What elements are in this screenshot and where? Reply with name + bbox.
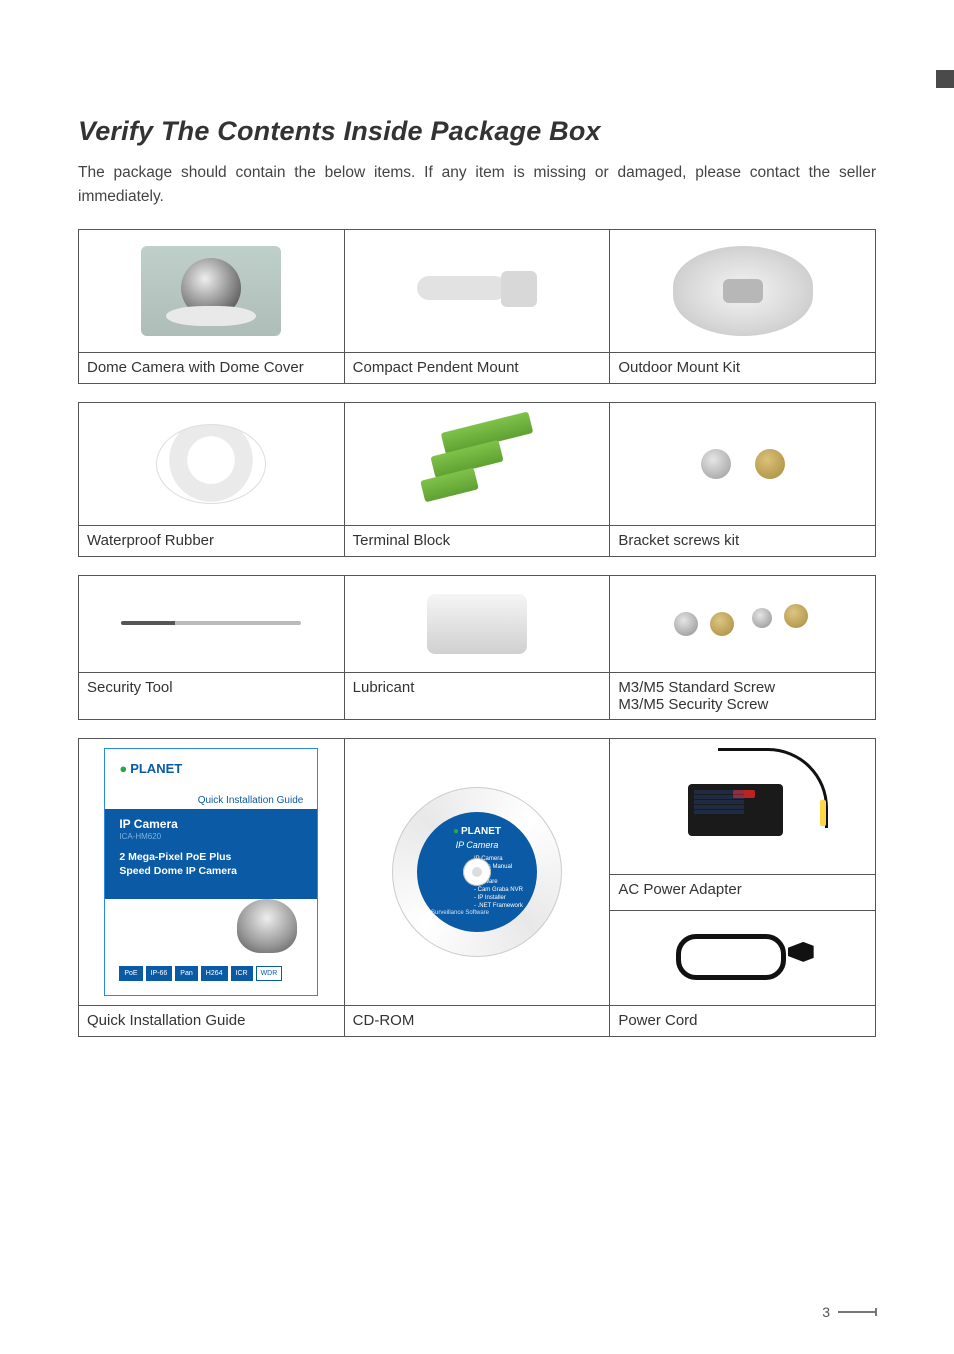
cd-heading: IP Camera xyxy=(456,840,499,850)
badge: ICR xyxy=(231,966,253,981)
intro-paragraph: The package should contain the below ite… xyxy=(78,161,876,209)
contents-row-4: PLANET Quick Installation Guide IP Camer… xyxy=(78,738,876,1037)
contents-row-2: Waterproof Rubber Terminal Block Bracket… xyxy=(78,402,876,557)
image-security-tool xyxy=(79,576,344,672)
corner-decoration xyxy=(936,70,954,88)
badge: Pan xyxy=(175,966,197,981)
dome-camera-icon xyxy=(141,246,281,336)
pendent-mount-icon xyxy=(397,246,557,336)
image-terminal-block xyxy=(345,403,610,525)
badge: PoE xyxy=(119,966,142,981)
bracket-screws-icon xyxy=(683,434,803,494)
badge: WDR xyxy=(256,966,283,981)
label-waterproof-rubber: Waterproof Rubber xyxy=(79,526,344,556)
ac-adapter-icon xyxy=(658,748,828,848)
page-footer: 3 xyxy=(822,1304,876,1320)
image-pendent-mount xyxy=(345,230,610,352)
image-qig: PLANET Quick Installation Guide IP Camer… xyxy=(79,739,344,1005)
image-outdoor-mount xyxy=(610,230,875,352)
qig-desc: 2 Mega-Pixel PoE Plus Speed Dome IP Came… xyxy=(119,851,303,878)
cdrom-disc: PLANET IP Camera IP Camera User's Manual… xyxy=(392,787,562,957)
screws-icon xyxy=(668,594,818,654)
outdoor-mount-icon xyxy=(673,246,813,336)
cd-surv: Surveillance Software xyxy=(431,910,489,916)
contents-row-1: Dome Camera with Dome Cover Compact Pend… xyxy=(78,229,876,384)
label-ac-adapter: AC Power Adapter xyxy=(610,875,875,905)
badge: H264 xyxy=(201,966,228,981)
label-terminal-block: Terminal Block xyxy=(345,526,610,556)
footer-bar-icon xyxy=(838,1311,876,1313)
image-dome-camera xyxy=(79,230,344,352)
label-power-cord: Power Cord xyxy=(610,1006,875,1036)
page-title: Verify The Contents Inside Package Box xyxy=(78,116,876,147)
label-qig: Quick Installation Guide xyxy=(79,1006,344,1036)
cd-brand: PLANET xyxy=(453,826,501,837)
qig-model: ICA-HM620 xyxy=(119,832,303,841)
badge: IP-66 xyxy=(146,966,173,981)
qig-band: IP Camera ICA-HM620 2 Mega-Pixel PoE Plu… xyxy=(105,809,317,899)
qig-subtitle: Quick Installation Guide xyxy=(198,795,304,806)
contents-row-3: Security Tool Lubricant M3/M5 Standard S… xyxy=(78,575,876,720)
power-cord-icon xyxy=(668,924,818,980)
label-pendent-mount: Compact Pendent Mount xyxy=(345,353,610,383)
image-screws xyxy=(610,576,875,672)
qig-dome-icon xyxy=(237,899,297,953)
lubricant-icon xyxy=(427,594,527,654)
image-ac-adapter xyxy=(610,739,875,857)
image-bracket-screws xyxy=(610,403,875,525)
page: Verify The Contents Inside Package Box T… xyxy=(0,0,954,1354)
terminal-block-icon xyxy=(402,414,552,514)
cd-hole xyxy=(463,858,491,886)
label-screws: M3/M5 Standard Screw M3/M5 Security Scre… xyxy=(610,673,875,719)
label-bracket-screws: Bracket screws kit xyxy=(610,526,875,556)
image-power-cord xyxy=(610,911,875,993)
label-lubricant: Lubricant xyxy=(345,673,610,703)
label-cdrom: CD-ROM xyxy=(345,1006,610,1036)
qig-badges: PoE IP-66 Pan H264 ICR WDR xyxy=(119,966,282,981)
image-lubricant xyxy=(345,576,610,672)
label-outdoor-mount: Outdoor Mount Kit xyxy=(610,353,875,383)
image-waterproof-rubber xyxy=(79,403,344,525)
qig-cover: PLANET Quick Installation Guide IP Camer… xyxy=(104,748,318,996)
label-security-tool: Security Tool xyxy=(79,673,344,703)
qig-heading: IP Camera xyxy=(119,817,303,831)
image-cdrom: PLANET IP Camera IP Camera User's Manual… xyxy=(345,739,610,1005)
security-tool-icon xyxy=(121,609,301,639)
page-number: 3 xyxy=(822,1304,830,1320)
label-dome-camera: Dome Camera with Dome Cover xyxy=(79,353,344,383)
rubber-icon xyxy=(156,424,266,504)
qig-brand-logo: PLANET xyxy=(119,761,182,776)
